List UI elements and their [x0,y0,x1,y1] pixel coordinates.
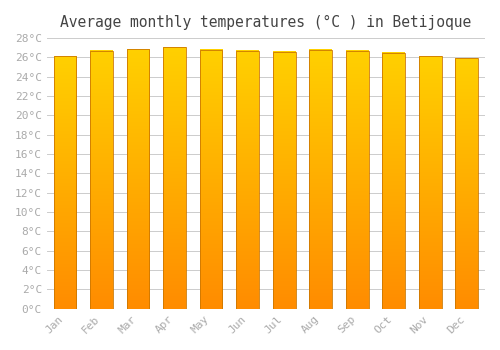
Bar [54,56,76,309]
Bar [419,56,442,309]
Bar [273,52,295,309]
Bar [382,52,405,309]
Bar [90,51,113,309]
Bar [164,47,186,309]
Bar [456,58,478,309]
Bar [127,49,150,309]
Bar [310,50,332,309]
Title: Average monthly temperatures (°C ) in Betijoque: Average monthly temperatures (°C ) in Be… [60,15,472,30]
Bar [346,51,368,309]
Bar [200,50,222,309]
Bar [236,51,259,309]
